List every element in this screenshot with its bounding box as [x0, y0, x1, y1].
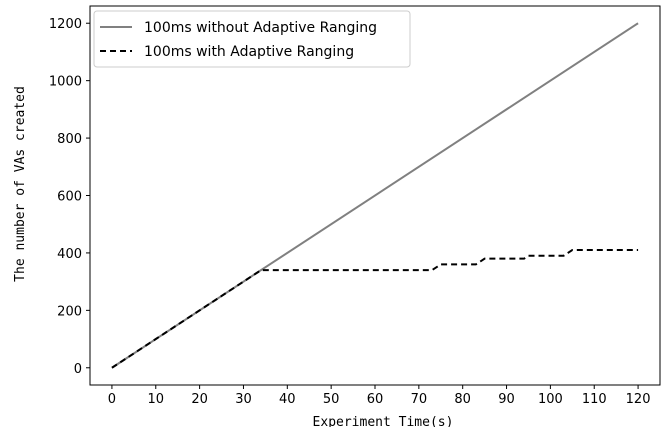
y-tick-label: 600 — [57, 190, 82, 205]
y-tick-label: 1000 — [49, 75, 82, 90]
series-layer — [111, 22, 639, 369]
y-axis-title: The number of VAs created — [13, 86, 28, 282]
legend-label-with-ranging: 100ms with Adaptive Ranging — [144, 44, 354, 60]
x-tick-label: 100 — [538, 392, 563, 407]
y-tick-label: 800 — [57, 132, 82, 147]
y-tick-label: 0 — [74, 362, 82, 377]
x-tick-label: 20 — [191, 392, 208, 407]
x-tick-label: 10 — [147, 392, 164, 407]
x-tick-label: 120 — [626, 392, 651, 407]
y-axis: 0 200 400 600 800 1000 1200 — [49, 17, 90, 377]
x-axis: 0 10 20 30 40 50 60 70 80 90 100 110 120 — [108, 385, 651, 407]
x-tick-label: 80 — [454, 392, 471, 407]
legend-label-without-ranging: 100ms without Adaptive Ranging — [144, 20, 377, 36]
x-tick-label: 70 — [411, 392, 428, 407]
legend: 100ms without Adaptive Ranging 100ms wit… — [93, 10, 411, 68]
y-tick-label: 1200 — [49, 17, 82, 32]
series-line-with-adaptive-ranging — [111, 249, 639, 369]
legend-box — [93, 10, 411, 68]
x-tick-label: 110 — [582, 392, 607, 407]
y-tick-label: 400 — [57, 247, 82, 262]
x-axis-title: Experiment Time(s) — [313, 415, 454, 427]
x-tick-label: 30 — [235, 392, 252, 407]
x-tick-label: 40 — [279, 392, 296, 407]
x-tick-label: 0 — [108, 392, 116, 407]
y-tick-label: 200 — [57, 304, 82, 319]
x-tick-label: 60 — [367, 392, 384, 407]
x-tick-label: 90 — [498, 392, 515, 407]
x-tick-label: 50 — [323, 392, 340, 407]
